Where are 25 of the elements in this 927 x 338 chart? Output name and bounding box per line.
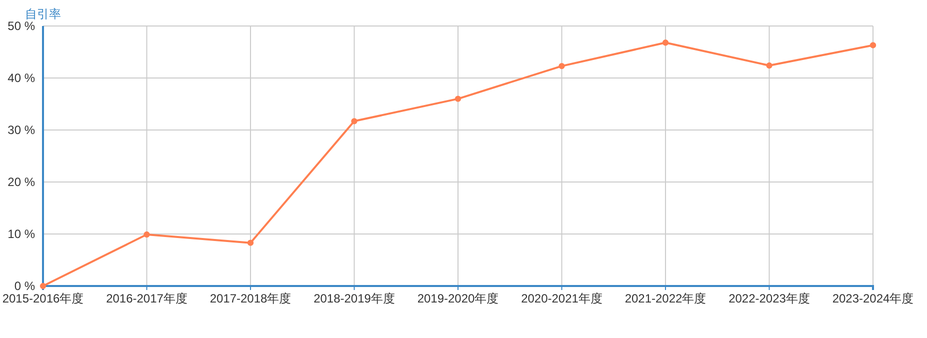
x-tick-label: 2020-2021年度 <box>521 292 602 306</box>
x-tick-label: 2023-2024年度 <box>832 292 914 306</box>
point <box>247 240 254 246</box>
point <box>558 62 565 70</box>
y-tick-label: 0 % <box>14 278 36 293</box>
x-tick-label: 2022-2023年度 <box>728 292 810 306</box>
x-tick-label: 2017-2018年度 <box>210 292 292 306</box>
x-tick-label: 2015-2016年度 <box>2 292 84 306</box>
y-tick-label: 40 % <box>8 70 36 85</box>
x-tick-label: 2016-2017年度 <box>106 292 188 306</box>
point <box>662 40 669 46</box>
y-tick-label: 10 % <box>8 226 36 241</box>
x-tick-label: 2021-2022年度 <box>624 292 706 306</box>
point <box>870 42 876 48</box>
point <box>454 96 462 102</box>
y-axis-title: 自引率 <box>25 7 61 21</box>
point <box>144 231 150 238</box>
y-tick-label: 50 % <box>8 18 36 33</box>
y-tick-label: 30 % <box>8 122 36 137</box>
y-tick-label: 20 % <box>8 174 36 189</box>
point <box>766 62 772 69</box>
point <box>40 282 46 290</box>
x-tick-label: 2019-2020年度 <box>417 292 499 306</box>
point <box>351 118 358 124</box>
x-tick-label: 2018-2019年度 <box>314 292 395 306</box>
